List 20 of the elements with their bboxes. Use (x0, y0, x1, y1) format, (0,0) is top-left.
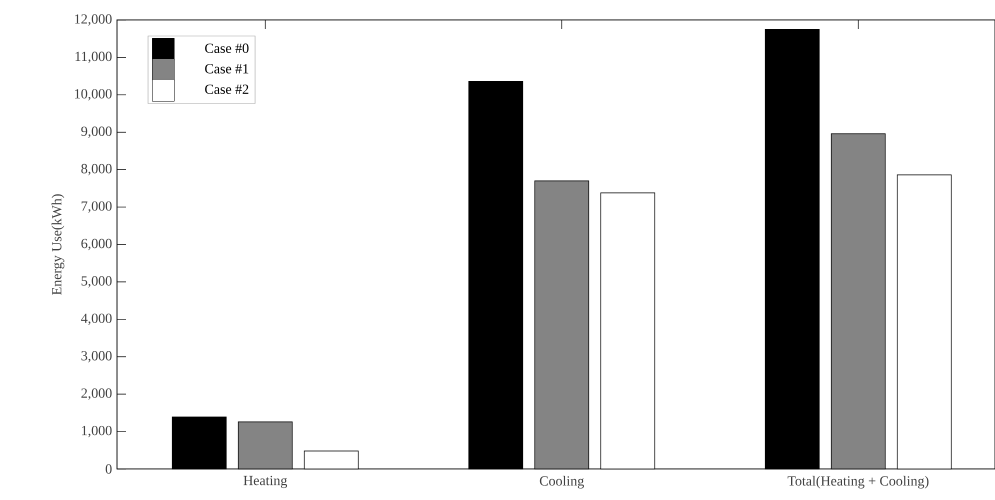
y-tick-label: 12,000 (75, 14, 112, 26)
x-tick-label: Cooling (540, 476, 584, 489)
y-tick-label: 11,000 (76, 52, 112, 64)
y-tick-label: 3,000 (81, 351, 112, 362)
x-tick-label: Total(Heating + Cooling) (788, 476, 929, 489)
y-tick-label: 8,000 (81, 164, 112, 176)
y-tick-label: 4,000 (81, 314, 112, 326)
y-tick-label: 6,000 (81, 238, 112, 250)
legend-label: Case #2 (205, 84, 248, 94)
y-tick-label: 5,000 (82, 276, 112, 288)
y-tick-label: 9,000 (81, 126, 112, 138)
x-tick-label: Heating (244, 476, 288, 488)
y-tick-label: 2,000 (81, 388, 112, 400)
legend-label: Case #1 (205, 64, 248, 74)
y-tick-label: 10,000 (75, 89, 112, 101)
y-tick-label: 7,000 (82, 201, 112, 213)
legend-label: Case #0 (205, 44, 249, 53)
y-axis-title: Energy Use(kWh) (52, 194, 64, 295)
y-tick-label: 1,000 (82, 426, 112, 438)
y-tick-label: 0 (106, 464, 112, 474)
